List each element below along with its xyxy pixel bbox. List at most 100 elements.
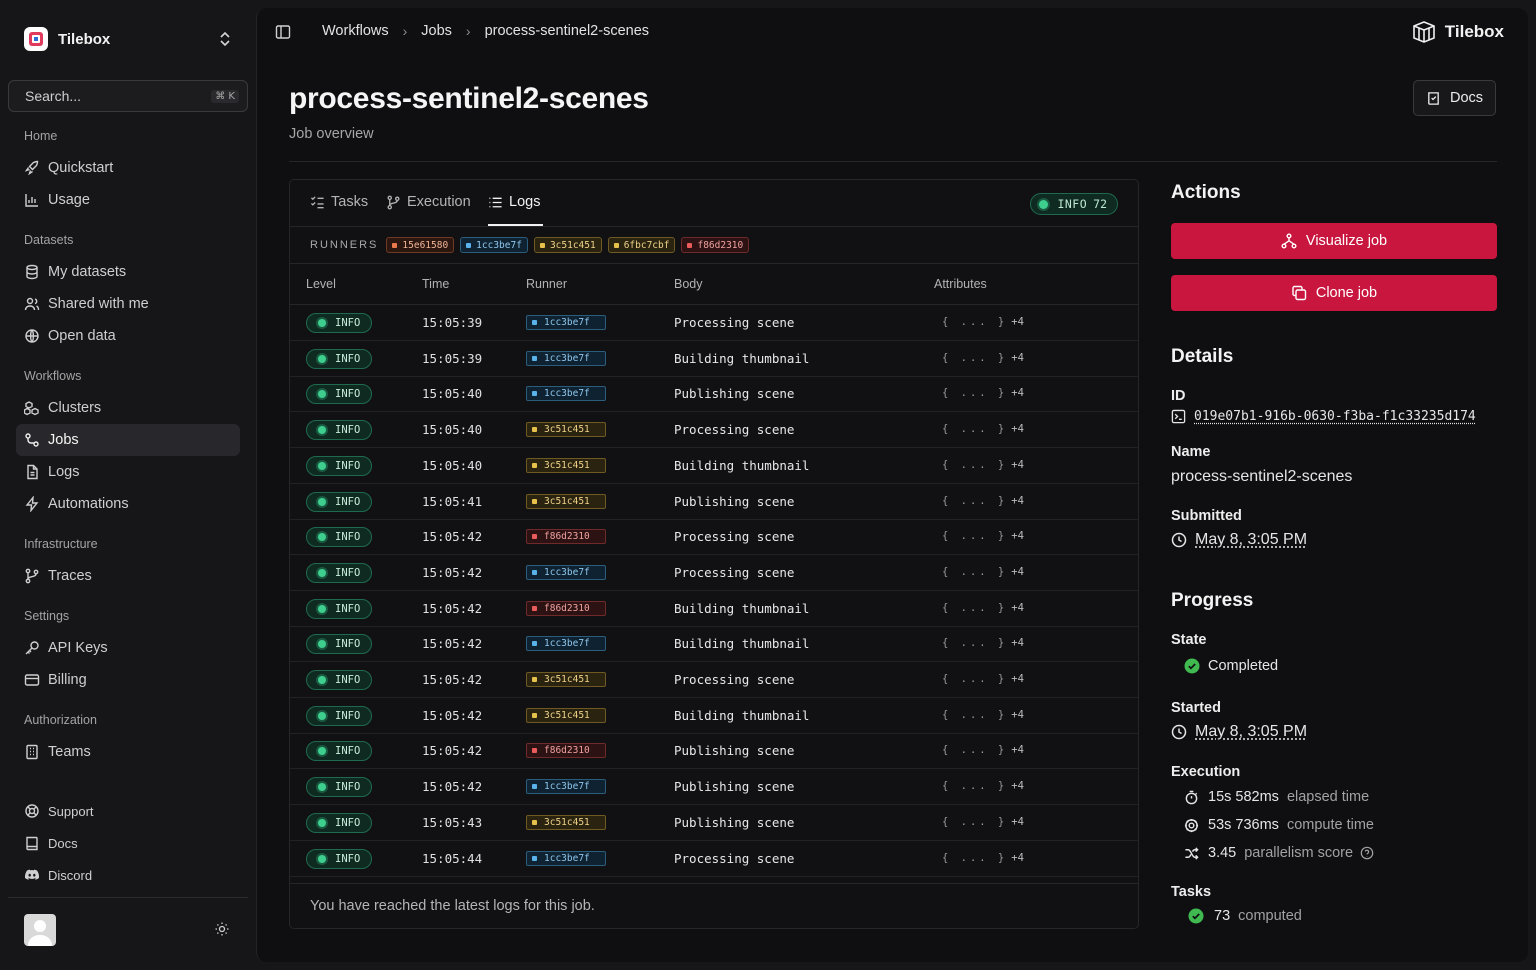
sidebar-item-support[interactable]: Support xyxy=(16,795,240,827)
tab-execution[interactable]: Execution xyxy=(386,194,471,210)
job-name: process-sentinel2-scenes xyxy=(1171,468,1353,485)
sidebar-item-logs[interactable]: Logs xyxy=(16,456,240,488)
table-row[interactable]: INFO 15:05:42 f86d2310 Building thumbnail { … xyxy=(290,591,1138,627)
submitted-time[interactable]: May 8, 3:05 PM xyxy=(1171,531,1307,549)
sidebar-item-open-data[interactable]: Open data xyxy=(16,320,240,352)
runner-badge[interactable]: 1cc3be7f xyxy=(526,779,606,795)
log-attributes[interactable]: { ... } +4 xyxy=(942,744,1024,756)
runner-badge[interactable]: 3c51c451 xyxy=(526,457,606,473)
table-row[interactable]: INFO 15:05:39 1cc3be7f Building thumbnail { … xyxy=(290,341,1138,377)
runner-badge[interactable]: 1cc3be7f xyxy=(526,386,606,402)
runner-filter-tag[interactable]: 6fbc7cbf xyxy=(607,237,676,253)
log-level-filter[interactable]: INFO 72 xyxy=(1030,193,1118,215)
sidebar-item-automations[interactable]: Automations xyxy=(16,488,240,520)
log-attributes[interactable]: { ... } +4 xyxy=(942,780,1024,792)
sidebar-item-traces[interactable]: Traces xyxy=(16,560,240,592)
runner-badge[interactable]: 3c51c451 xyxy=(526,707,606,723)
zap-icon xyxy=(25,496,39,512)
table-row[interactable]: INFO 15:05:42 f86d2310 Publishing scene { ..… xyxy=(290,733,1138,770)
runner-filter-tag[interactable]: f86d2310 xyxy=(681,237,750,253)
table-row[interactable]: INFO 15:05:42 f86d2310 Processing scene { ..… xyxy=(290,519,1138,556)
sidebar-item-billing[interactable]: Billing xyxy=(16,664,240,696)
runner-badge[interactable]: f86d2310 xyxy=(526,600,606,616)
log-attributes[interactable]: { ... } +4 xyxy=(942,673,1024,685)
sidebar: Tilebox ⌘ K Home Quickstart Usage Datase… xyxy=(0,0,256,970)
tilebox-cube-icon xyxy=(1412,21,1435,43)
log-attributes[interactable]: { ... } +4 xyxy=(942,709,1024,721)
table-row[interactable]: INFO 15:05:40 3c51c451 Building thumbnail { … xyxy=(290,448,1138,484)
runner-badge[interactable]: 1cc3be7f xyxy=(526,350,606,366)
runner-filter-tag[interactable]: 15e61580 xyxy=(386,237,455,253)
log-attributes[interactable]: { ... } +4 xyxy=(942,530,1024,542)
runner-badge[interactable]: 1cc3be7f xyxy=(526,636,606,652)
sidebar-item-my-datasets[interactable]: My datasets xyxy=(16,256,240,288)
log-attributes[interactable]: { ... } +4 xyxy=(942,816,1024,828)
table-row[interactable]: INFO 15:05:42 3c51c451 Processing scene { ..… xyxy=(290,662,1138,698)
sidebar-item-clusters[interactable]: Clusters xyxy=(16,392,240,424)
runner-badge[interactable]: 3c51c451 xyxy=(526,672,606,687)
tab-tasks[interactable]: Tasks xyxy=(310,194,368,210)
runner-badge[interactable]: 1cc3be7f xyxy=(526,315,606,330)
nav-section-authorization: Authorization xyxy=(24,713,97,727)
tab-logs[interactable]: Logs xyxy=(488,194,540,210)
runner-filter-tag[interactable]: 3c51c451 xyxy=(533,237,602,253)
runner-badge[interactable]: f86d2310 xyxy=(526,743,606,759)
sidebar-item-docs[interactable]: Docs xyxy=(16,827,240,859)
search-input[interactable] xyxy=(25,88,212,104)
breadcrumb-jobs[interactable]: Jobs xyxy=(421,23,452,39)
log-attributes[interactable]: { ... } +4 xyxy=(942,316,1024,328)
runner-badge[interactable]: 1cc3be7f xyxy=(526,850,606,866)
runner-badge[interactable]: 1cc3be7f xyxy=(526,564,606,580)
org-switcher[interactable]: Tilebox xyxy=(16,22,240,56)
sidebar-item-usage[interactable]: Usage xyxy=(16,184,240,216)
log-attributes[interactable]: { ... } +4 xyxy=(942,423,1024,435)
clone-job-button[interactable]: Clone job xyxy=(1171,275,1497,311)
runner-filter-tag[interactable]: 1cc3be7f xyxy=(460,237,528,253)
search-box[interactable]: ⌘ K xyxy=(8,80,248,112)
log-body: Publishing scene xyxy=(674,779,795,795)
runner-badge[interactable]: 3c51c451 xyxy=(526,493,606,509)
log-attributes[interactable]: { ... } +4 xyxy=(942,602,1024,614)
brand-logo[interactable]: Tilebox xyxy=(1411,20,1504,44)
log-body: Building thumbnail xyxy=(674,600,810,616)
log-attributes[interactable]: { ... } +4 xyxy=(942,387,1024,399)
sidebar-item-discord[interactable]: Discord xyxy=(16,859,240,891)
table-row[interactable]: INFO 15:05:40 1cc3be7f Publishing scene { ..… xyxy=(290,376,1138,413)
log-attributes[interactable]: { ... } +4 xyxy=(942,352,1024,364)
table-row[interactable]: INFO 15:05:39 1cc3be7f Processing scene { ..… xyxy=(290,305,1138,341)
log-attributes[interactable]: { ... } +4 xyxy=(942,566,1024,578)
table-row[interactable]: INFO 15:05:42 1cc3be7f Building thumbnail { … xyxy=(290,626,1138,663)
sun-icon[interactable] xyxy=(215,922,229,941)
log-attributes[interactable]: { ... } +4 xyxy=(942,852,1024,864)
list-icon xyxy=(489,197,502,207)
log-attributes[interactable]: { ... } +4 xyxy=(942,495,1024,507)
docs-button[interactable]: Docs xyxy=(1413,80,1496,116)
runner-color-icon xyxy=(687,242,693,248)
help-circle-icon[interactable] xyxy=(1360,846,1374,860)
table-row[interactable]: INFO 15:05:44 1cc3be7f Processing scene { ..… xyxy=(290,841,1138,877)
table-row[interactable]: INFO 15:05:40 3c51c451 Processing scene { ..… xyxy=(290,412,1138,449)
started-time[interactable]: May 8, 3:05 PM xyxy=(1171,723,1307,741)
sidebar-item-api-keys[interactable]: API Keys xyxy=(16,632,240,664)
avatar[interactable] xyxy=(24,914,56,946)
runner-badge[interactable]: f86d2310 xyxy=(526,529,606,545)
sidebar-toggle-icon[interactable] xyxy=(275,24,291,45)
table-row[interactable]: INFO 15:05:41 3c51c451 Publishing scene { ..… xyxy=(290,484,1138,520)
sidebar-item-shared[interactable]: Shared with me xyxy=(16,288,240,320)
table-row[interactable]: INFO 15:05:42 1cc3be7f Processing scene { ..… xyxy=(290,555,1138,591)
status-dot-icon xyxy=(1039,199,1049,209)
log-attributes[interactable]: { ... } +4 xyxy=(942,459,1024,471)
table-row[interactable]: INFO 15:05:42 3c51c451 Building thumbnail { … xyxy=(290,698,1138,734)
runner-badge[interactable]: 3c51c451 xyxy=(526,814,606,830)
runner-id: 1cc3be7f xyxy=(476,239,522,251)
table-row[interactable]: INFO 15:05:42 1cc3be7f Publishing scene { ..… xyxy=(290,769,1138,806)
runner-badge[interactable]: 3c51c451 xyxy=(526,422,606,438)
visualize-job-button[interactable]: Visualize job xyxy=(1171,223,1497,259)
table-row[interactable]: INFO 15:05:43 3c51c451 Publishing scene { ..… xyxy=(290,805,1138,841)
sidebar-item-teams[interactable]: Teams xyxy=(16,736,240,768)
sidebar-item-quickstart[interactable]: Quickstart xyxy=(16,152,240,184)
log-attributes[interactable]: { ... } +4 xyxy=(942,637,1024,649)
breadcrumb-workflows[interactable]: Workflows xyxy=(322,23,389,39)
sidebar-item-jobs[interactable]: Jobs xyxy=(16,424,240,456)
job-id[interactable]: 019e07b1-916b-0630-f3ba-f1c33235d174 xyxy=(1171,409,1476,424)
